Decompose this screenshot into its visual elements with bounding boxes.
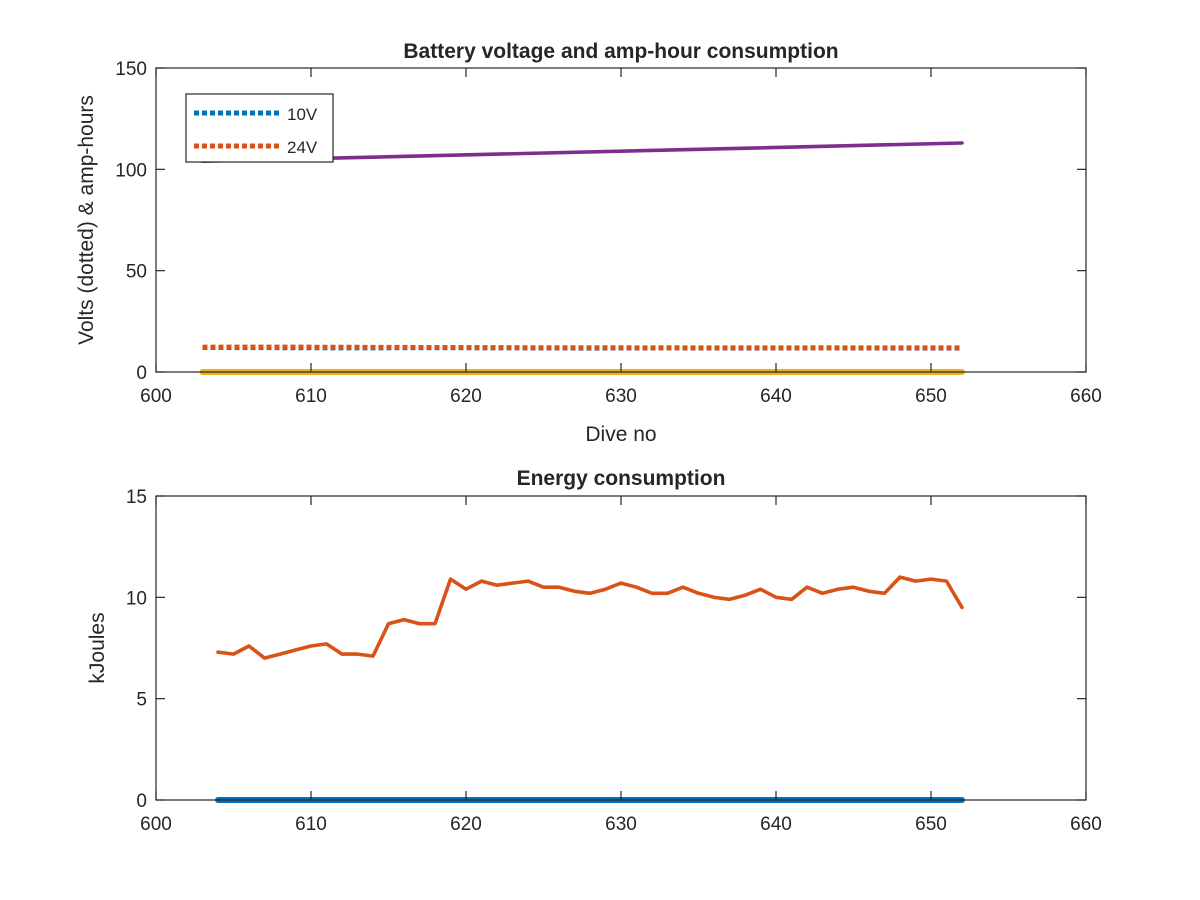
legend: 10V 24V xyxy=(185,93,334,163)
legend-label-24v: 24V xyxy=(287,138,318,157)
chart-energy-consumption: 600 610 620 630 640 650 660 0 5 10 15 Energy consu… xyxy=(86,467,1102,835)
x-tick-label: 640 xyxy=(760,814,792,835)
x-tick-label: 630 xyxy=(605,386,637,407)
x-tick-label: 660 xyxy=(1070,386,1102,407)
x-tick-label: 650 xyxy=(915,814,947,835)
y-axis-label: kJoules xyxy=(86,612,109,683)
y-tick-label: 0 xyxy=(136,791,147,812)
axes-layer: 600 610 620 630 640 650 660 0 50 100 150 xyxy=(115,59,1102,407)
x-tick-label: 600 xyxy=(140,814,172,835)
chart-title: Battery voltage and amp-hour consumption xyxy=(403,40,838,63)
y-tick-label: 10 xyxy=(126,588,147,609)
plot-area xyxy=(156,496,1086,800)
legend-box xyxy=(185,93,334,163)
y-tick-label: 150 xyxy=(115,59,147,80)
axes-layer: 600 610 620 630 640 650 660 0 5 10 15 xyxy=(126,487,1102,835)
x-tick-label: 620 xyxy=(450,814,482,835)
y-tick-label: 50 xyxy=(126,262,147,283)
y-tick-label: 100 xyxy=(115,160,147,181)
x-tick-label: 620 xyxy=(450,386,482,407)
y-tick-label: 0 xyxy=(136,363,147,384)
x-tick-label: 600 xyxy=(140,386,172,407)
chart-title: Energy consumption xyxy=(517,467,726,490)
series-line-1 xyxy=(216,575,964,660)
x-tick-label: 610 xyxy=(295,386,327,407)
y-tick-label: 15 xyxy=(126,487,147,508)
x-axis-label: Dive no xyxy=(585,423,656,446)
chart-battery-voltage: 600 610 620 630 640 650 660 0 50 100 150 Battery v… xyxy=(75,40,1102,446)
x-tick-label: 630 xyxy=(605,814,637,835)
x-tick-label: 650 xyxy=(915,386,947,407)
legend-label-10v: 10V xyxy=(287,105,318,124)
y-axis-label: Volts (dotted) & amp-hours xyxy=(75,95,98,345)
x-tick-label: 660 xyxy=(1070,814,1102,835)
x-tick-label: 640 xyxy=(760,386,792,407)
x-tick-label: 610 xyxy=(295,814,327,835)
series-line-24v xyxy=(202,344,962,351)
y-tick-label: 5 xyxy=(136,690,147,711)
